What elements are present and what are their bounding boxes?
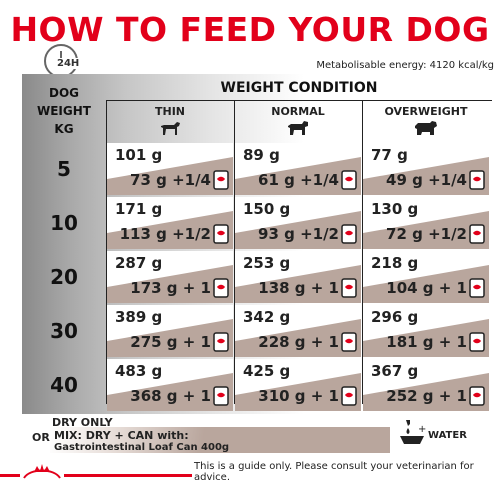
dog-weight-value: 40	[50, 373, 78, 397]
metabolisable-energy: Metabolisable energy: 4120 kcal/kg	[316, 60, 494, 71]
can-icon	[213, 386, 229, 410]
mix-legend-box	[50, 427, 390, 453]
mix-amount: 275 g + 1	[130, 333, 211, 351]
mix-amount: 93 g +1/2	[258, 225, 339, 243]
normal-dog-icon	[288, 121, 308, 135]
disclaimer: This is a guide only. Please consult you…	[192, 461, 500, 483]
mix-amount: 61 g +1/4	[258, 171, 339, 189]
can-icon	[469, 224, 485, 248]
can-icon	[213, 224, 229, 248]
dog-weight-header: DOG WEIGHT KG	[37, 86, 91, 136]
feeding-cell: 89 g 61 g +1/4	[235, 143, 361, 195]
can-icon	[213, 170, 229, 194]
feeding-cell: 253 g 138 g + 1	[235, 251, 361, 303]
feeding-table: DOG WEIGHT KG WEIGHT CONDITION THIN NORM…	[22, 74, 492, 414]
can-icon	[341, 224, 357, 248]
can-icon	[341, 170, 357, 194]
weight-condition-header: WEIGHT CONDITION	[220, 80, 378, 96]
mix-amount: 49 g +1/4	[386, 171, 467, 189]
can-icon	[213, 278, 229, 302]
can-icon	[469, 386, 485, 410]
dog-weight-value: 5	[57, 157, 71, 181]
dry-amount: 130 g	[371, 200, 419, 218]
column-header-overweight: OVERWEIGHT	[384, 105, 468, 118]
feeding-cell: 389 g 275 g + 1	[107, 305, 233, 357]
dry-amount: 296 g	[371, 308, 419, 326]
feeding-cell: 150 g 93 g +1/2	[235, 197, 361, 249]
dry-amount: 101 g	[115, 146, 163, 164]
dry-amount: 77 g	[371, 146, 408, 164]
dog-weight-value: 20	[50, 265, 78, 289]
dry-amount: 425 g	[243, 362, 291, 380]
column-header-normal: NORMAL	[271, 105, 325, 118]
water-label: WATER	[428, 430, 467, 441]
mix-amount: 73 g +1/4	[130, 171, 211, 189]
feeding-cell: 483 g 368 g + 1	[107, 359, 233, 411]
mix-amount: 138 g + 1	[258, 279, 339, 297]
mix-amount: 72 g +1/2	[386, 225, 467, 243]
dry-amount: 483 g	[115, 362, 163, 380]
dry-amount: 150 g	[243, 200, 291, 218]
feeding-cell: 77 g 49 g +1/4	[363, 143, 489, 195]
can-icon	[341, 386, 357, 410]
feeding-cell: 171 g 113 g +1/2	[107, 197, 233, 249]
water-bowl-icon: +	[400, 420, 426, 444]
thin-dog-icon	[161, 122, 180, 135]
dry-amount: 389 g	[115, 308, 163, 326]
dry-only-label: DRY ONLY	[52, 416, 113, 429]
can-icon	[469, 278, 485, 302]
clock-label: 24H	[55, 58, 82, 69]
feeding-cell: 425 g 310 g + 1	[235, 359, 361, 411]
can-icon	[213, 332, 229, 356]
feeding-cell: 287 g 173 g + 1	[107, 251, 233, 303]
dog-weight-value: 10	[50, 211, 78, 235]
page-title: HOW TO FEED YOUR DOG	[10, 10, 490, 49]
feeding-cell: 130 g 72 g +1/2	[363, 197, 489, 249]
overweight-dog-icon	[415, 121, 437, 135]
mix-amount: 252 g + 1	[386, 387, 467, 405]
column-header-thin: THIN	[154, 105, 185, 118]
dry-amount: 89 g	[243, 146, 280, 164]
feeding-cell: 296 g 181 g + 1	[363, 305, 489, 357]
mix-amount: 173 g + 1	[130, 279, 211, 297]
can-icon	[469, 332, 485, 356]
royal-canin-logo	[20, 458, 64, 488]
mix-amount: 181 g + 1	[386, 333, 467, 351]
feeding-cell: 101 g 73 g +1/4	[107, 143, 233, 195]
mix-amount: 368 g + 1	[130, 387, 211, 405]
dry-amount: 171 g	[115, 200, 163, 218]
mix-amount: 104 g + 1	[386, 279, 467, 297]
svg-text:+: +	[418, 424, 426, 435]
can-icon	[341, 332, 357, 356]
feeding-cell: 367 g 252 g + 1	[363, 359, 489, 411]
dry-amount: 218 g	[371, 254, 419, 272]
or-label: OR	[32, 431, 50, 444]
dog-weight-value: 30	[50, 319, 78, 343]
mix-amount: 113 g +1/2	[119, 225, 211, 243]
mix-amount: 310 g + 1	[258, 387, 339, 405]
dry-amount: 367 g	[371, 362, 419, 380]
water-box: +	[392, 412, 492, 456]
can-icon	[469, 170, 485, 194]
dry-amount: 342 g	[243, 308, 291, 326]
mix-legend-line2: Gastrointestinal Loaf Can 400g	[54, 442, 230, 453]
feeding-cell: 218 g 104 g + 1	[363, 251, 489, 303]
feeding-cell: 342 g 228 g + 1	[235, 305, 361, 357]
mix-amount: 228 g + 1	[258, 333, 339, 351]
dry-amount: 253 g	[243, 254, 291, 272]
can-icon	[341, 278, 357, 302]
mix-legend-line1: MIX: DRY + CAN with:	[54, 429, 189, 442]
dry-amount: 287 g	[115, 254, 163, 272]
